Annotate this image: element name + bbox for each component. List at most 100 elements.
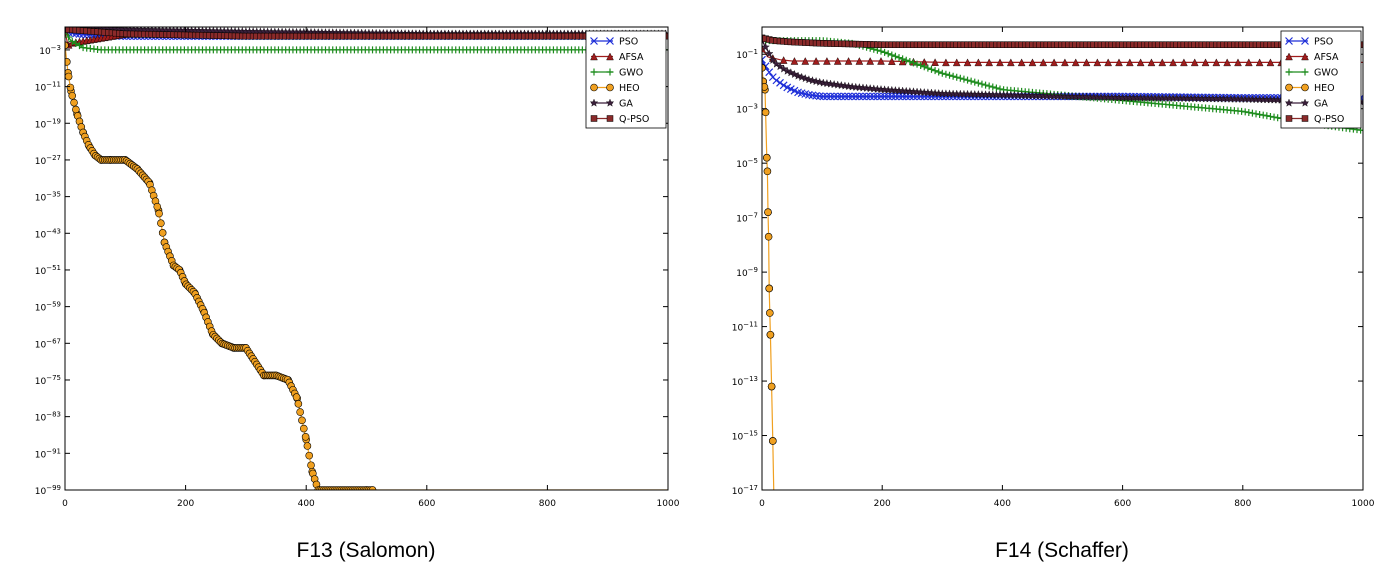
f14-point-afsa	[1125, 58, 1134, 67]
f13-legend-marker-gwo	[606, 68, 614, 76]
f13-point-heo	[70, 98, 78, 107]
f13-point-heo	[155, 209, 163, 218]
f14-point-gwo	[899, 55, 907, 63]
f14-point-afsa	[1158, 58, 1167, 67]
f14-point-afsa	[833, 57, 842, 65]
f14-point-afsa	[1212, 58, 1221, 67]
f14-point-heo	[763, 153, 771, 162]
f14-point-heo	[764, 232, 773, 241]
f13-point-heo	[301, 433, 310, 441]
f14-point-afsa	[1169, 58, 1177, 67]
f14-plot-frame	[761, 26, 1364, 491]
f14-line-heo	[762, 67, 775, 490]
chart-f13-title: F13 (Salomon)	[297, 539, 436, 562]
f14-series-afsa	[762, 44, 1363, 67]
f14-y-tick-label: 10−11	[732, 321, 758, 334]
f14-point-pso	[891, 92, 900, 101]
f14-point-gwo	[891, 52, 899, 60]
f14-y-tick-label: 10−1	[736, 48, 758, 61]
f14-point-pso	[776, 78, 784, 87]
f13-y-tick-label: 10−51	[35, 264, 61, 277]
f14-point-ga	[765, 49, 774, 58]
f14-point-gwo	[902, 56, 910, 64]
f13-point-heo	[72, 105, 80, 114]
f14-point-gwo	[938, 69, 946, 77]
f14-point-pso	[884, 92, 893, 101]
f14-point-gwo	[978, 80, 986, 88]
f14-point-heo	[766, 330, 775, 339]
f14-y-tick-label: 10−5	[736, 157, 758, 170]
f14-point-pso	[779, 81, 788, 90]
f14-point-gwo	[927, 65, 935, 73]
f13-legend-label-q-pso: Q-PSO	[619, 114, 649, 125]
f13-legend-marker-q-pso	[590, 115, 598, 122]
f13-x-tick-label: 400	[298, 499, 315, 509]
f14-point-gwo	[1259, 111, 1267, 119]
f14-point-pso	[859, 92, 867, 101]
f14-point-gwo	[888, 51, 896, 59]
f14-point-gwo	[964, 76, 972, 84]
f13-point-heo	[66, 83, 75, 92]
f14-legend-label-q-pso: Q-PSO	[1314, 114, 1344, 125]
f14-point-afsa	[996, 58, 1004, 67]
f14-point-afsa	[1180, 58, 1188, 67]
f14-point-pso	[855, 92, 864, 101]
f14-point-gwo	[1256, 110, 1264, 118]
f13-y-tick-label: 10−75	[35, 374, 61, 387]
f14-point-ga	[786, 68, 796, 77]
f14-point-pso	[862, 92, 871, 101]
f14-point-gwo	[946, 71, 954, 79]
f13-legend-label-gwo: GWO	[619, 68, 643, 79]
f14-legend-marker-ga	[1284, 98, 1294, 107]
f14-line-ga	[762, 40, 1363, 103]
f14-legend-marker-afsa	[1285, 52, 1293, 61]
f14-point-afsa	[1006, 58, 1015, 67]
f14-point-gwo	[960, 75, 968, 83]
f14-point-heo	[762, 64, 766, 72]
f13-y-tick-label: 10−59	[35, 301, 61, 314]
f14-point-gwo	[913, 60, 921, 68]
f14-point-pso	[822, 92, 831, 101]
f14-point-gwo	[884, 50, 892, 58]
f13-x-tick-label: 200	[177, 499, 194, 509]
f14-point-ga	[762, 42, 770, 51]
f14-legend	[1280, 30, 1362, 129]
f14-x-tick-label: 600	[1114, 499, 1131, 509]
f13-legend-marker-pso	[606, 37, 614, 45]
f13-legend-marker-heo	[590, 83, 598, 92]
f14-point-ga	[797, 72, 806, 81]
f14-point-afsa	[877, 57, 885, 65]
f14-point-gwo	[989, 83, 997, 91]
f14-point-heo	[762, 83, 769, 91]
f14-x-tick-label: 1000	[1352, 499, 1375, 509]
f13-legend-label-heo: HEO	[619, 83, 640, 94]
f13-legend-marker-q-pso	[606, 115, 614, 122]
f14-legend-marker-gwo	[1285, 68, 1293, 76]
f14-point-pso	[848, 92, 857, 101]
f14-point-afsa	[1201, 58, 1210, 67]
f14-point-afsa	[974, 58, 983, 67]
f14-point-afsa	[931, 58, 939, 66]
f13-y-tick-label: 10−99	[35, 484, 61, 497]
f14-point-heo	[764, 208, 772, 216]
f13-legend-marker-ga	[589, 98, 599, 107]
f14-point-pso	[844, 92, 853, 101]
f14-x-tick-label: 200	[874, 499, 891, 509]
f13-x-tick-label: 600	[418, 499, 435, 509]
f14-line-afsa	[762, 48, 1363, 63]
f13-line-heo	[65, 45, 668, 490]
f14-point-afsa	[1050, 58, 1058, 67]
f14-point-gwo	[953, 73, 961, 81]
f14-point-pso	[772, 76, 781, 85]
f14-point-afsa	[1266, 58, 1275, 67]
f14-legend-label-pso: PSO	[1314, 37, 1333, 48]
f13-point-heo	[68, 91, 77, 100]
f14-point-pso	[819, 92, 828, 101]
f13-point-heo	[153, 202, 162, 211]
f14-point-gwo	[935, 68, 943, 76]
f13-point-heo	[303, 442, 312, 450]
f14-legend-marker-heo	[1301, 83, 1309, 92]
f14-point-pso	[869, 92, 878, 101]
f13-point-heo	[298, 416, 306, 425]
